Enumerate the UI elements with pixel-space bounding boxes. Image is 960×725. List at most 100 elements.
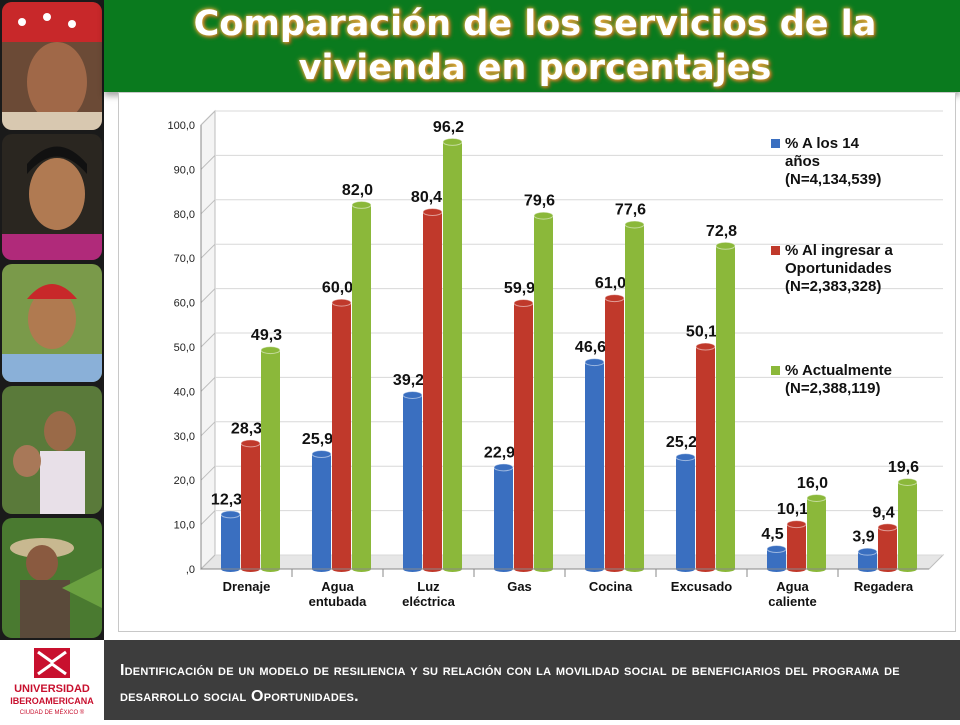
bar-shade [352,204,371,570]
bar-shade [423,212,442,570]
footer-bar [0,640,960,720]
legend-entry: % A los 14 años (N=4,134,539) [785,135,881,188]
gridline-diag [200,510,216,525]
bar-top [766,545,787,554]
photo-man-red-cap [2,264,102,382]
bar-top [715,241,736,250]
bar-chart: ,0 10,0 20,0 30,0 40,0 50,0 60,0 70,0 80,0 90,0 10… [167,109,945,609]
bar-shade [716,245,735,569]
bar-shade [625,224,644,569]
title-banner [104,0,960,92]
category-label: Cocina [589,579,633,594]
logo-line-2: IBEROAMERICANA [10,696,94,706]
bar-top [351,200,372,209]
bar-shade [534,215,553,569]
logo-line-1: UNIVERSIDAD [14,683,90,695]
footer-caption: Identificación de un modelo de resilienc… [120,662,900,705]
gridline-diag [200,243,216,259]
data-label: 12,3 [211,491,242,508]
data-label: 60,0 [322,280,353,297]
bar-top [533,211,554,220]
bar-top [220,510,241,519]
data-label: 39,2 [393,372,424,389]
gridline-diag [200,110,216,126]
gridline-diag [200,155,216,170]
bar-shade [332,302,351,569]
bar-top [240,439,261,448]
bar-top [897,477,918,486]
y-tick-label: 20,0 [174,475,195,487]
data-label: 9,4 [872,504,894,521]
bar-shade [767,549,786,569]
y-tick-label: 100,0 [167,120,195,132]
bar-top [493,463,514,472]
category-label: Regadera [854,579,914,594]
gridline-diag [200,377,216,392]
bar-shade [494,467,513,569]
legend-entry: % Al ingresar a Oportunidades (N=2,383,328… [785,242,893,295]
bar-top [695,342,716,351]
photo-woman-child [2,386,102,514]
bar-top [675,453,696,462]
bar-top [331,298,352,307]
y-tick-label: 10,0 [174,520,195,532]
data-label: 4,5 [761,526,783,543]
data-label: 46,6 [575,339,606,356]
data-label: 22,9 [484,444,515,461]
y-tick-label: 30,0 [174,431,195,443]
page-title: Comparación de los servicios de la vivie… [193,4,877,88]
legend-swatch [771,139,780,148]
legend-swatch [771,366,780,375]
data-label: 50,1 [686,324,717,341]
bar-top [877,523,898,532]
photo-man-red-headband [2,2,102,130]
data-label: 16,0 [797,475,828,492]
bar-shade [221,514,240,569]
university-logo: UNIVERSIDAD IBEROAMERICANA CIUDAD DE MÉX… [0,640,104,720]
bar-top [311,450,332,459]
bar-top [806,493,827,502]
bar-top [442,137,463,146]
bar-top [786,520,807,529]
bar-top [513,299,534,308]
y-tick-label: 40,0 [174,386,195,398]
gridline-diag [200,465,216,481]
y-tick-label: 60,0 [174,298,195,310]
photo-sidebar [0,0,104,640]
bar-shade [403,394,422,569]
photo-woman-braids [2,134,102,260]
bar-top [624,220,645,229]
bar-shade [858,551,877,569]
bar-shade [807,497,826,569]
y-tick-label: 50,0 [174,342,195,354]
data-label: 82,0 [342,182,373,199]
gridline-diag [200,288,216,303]
bar-shade [878,527,897,569]
data-label: 19,6 [888,459,919,476]
data-label: 28,3 [231,420,262,437]
y-tick-label: 90,0 [174,164,195,176]
photo-man-hat-field [2,518,102,638]
data-label: 61,0 [595,275,626,292]
gridline-diag [200,332,216,348]
category-label: Luz eléctrica [402,579,456,609]
category-label: Agua caliente [768,579,816,609]
logo-line-3: CIUDAD DE MÉXICO ® [20,709,85,716]
bar-top [422,208,443,217]
chart-frame: ,0 10,0 20,0 30,0 40,0 50,0 60,0 70,0 80,0 90,0 10… [118,92,956,632]
logo-emblem-icon [34,648,70,678]
bar-shade [696,346,715,569]
gridline-diag [200,421,216,437]
category-label: Gas [507,579,532,594]
data-label: 96,2 [433,119,464,136]
bar-top [857,547,878,556]
data-label: 3,9 [852,529,874,546]
data-label: 59,9 [504,280,535,297]
bar-shade [443,141,462,569]
bar-shade [898,481,917,569]
category-label: Drenaje [223,579,271,594]
category-label: Agua entubada [309,579,368,609]
bar-shade [241,443,260,569]
bar-shade [585,362,604,569]
bar-shade [261,350,280,569]
